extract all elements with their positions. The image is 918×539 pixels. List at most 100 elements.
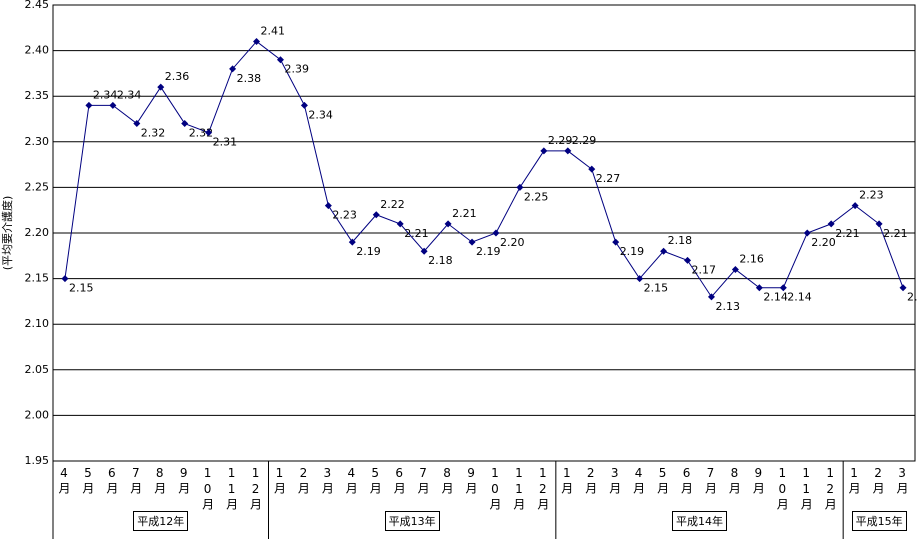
- x-tick-label: 1月: [559, 466, 574, 496]
- marker: [588, 165, 596, 173]
- data-label: 2.21: [835, 227, 860, 240]
- x-tick-label: 11月: [511, 466, 526, 512]
- group-label: 平成14年: [672, 511, 727, 531]
- marker: [85, 101, 93, 109]
- marker: [348, 238, 356, 246]
- data-label: 2.15: [69, 282, 94, 295]
- x-tick-label: 2月: [871, 466, 886, 496]
- x-tick-label: 1月: [847, 466, 862, 496]
- data-label: 2.36: [165, 70, 190, 83]
- data-label: 2.34: [93, 88, 118, 101]
- data-label: 2.18: [668, 234, 693, 247]
- x-tick-label: 11月: [224, 466, 239, 512]
- x-tick-label: 6月: [679, 466, 694, 496]
- data-label: 2.19: [620, 245, 645, 258]
- marker: [755, 284, 763, 292]
- x-tick-label: 10月: [487, 466, 502, 512]
- marker: [660, 247, 668, 255]
- marker: [875, 220, 883, 228]
- x-tick-label: 10月: [775, 466, 790, 512]
- x-tick-label: 8月: [152, 466, 167, 496]
- marker: [372, 211, 380, 219]
- data-label: 2.34: [117, 88, 142, 101]
- data-label: 2.19: [476, 245, 501, 258]
- x-tick-label: 3月: [895, 466, 910, 496]
- marker: [300, 101, 308, 109]
- marker: [851, 202, 859, 210]
- x-tick-label: 3月: [320, 466, 335, 496]
- data-label: 2.29: [572, 134, 597, 147]
- marker: [827, 220, 835, 228]
- x-tick-label: 5月: [368, 466, 383, 496]
- y-tick-label: 2.30: [25, 135, 50, 148]
- y-tick-label: 2.20: [25, 226, 50, 239]
- data-label: 2.34: [308, 108, 333, 121]
- x-tick-label: 10月: [200, 466, 215, 512]
- marker: [61, 275, 69, 283]
- y-tick-label: 2.10: [25, 317, 50, 330]
- x-tick-label: 4月: [344, 466, 359, 496]
- x-tick-label: 12月: [535, 466, 550, 512]
- data-label: 2.15: [644, 282, 669, 295]
- marker: [157, 83, 165, 91]
- group-label: 平成15年: [851, 511, 907, 531]
- data-label: 2.31: [213, 136, 238, 149]
- marker: [181, 120, 189, 128]
- x-tick-label: 6月: [392, 466, 407, 496]
- data-label: 2.38: [237, 72, 261, 85]
- x-tick-label: 11月: [799, 466, 814, 512]
- data-label: 2.20: [811, 236, 836, 249]
- y-tick-label: 2.05: [25, 363, 50, 376]
- data-label: 2.21: [404, 227, 429, 240]
- marker: [133, 120, 141, 128]
- marker: [707, 293, 715, 301]
- marker: [636, 275, 644, 283]
- marker: [492, 229, 500, 237]
- marker: [731, 265, 739, 273]
- x-tick-label: 7月: [703, 466, 718, 496]
- marker: [229, 65, 237, 73]
- marker: [612, 238, 620, 246]
- x-tick-label: 6月: [104, 466, 119, 496]
- x-tick-label: 4月: [631, 466, 646, 496]
- x-tick-label: 5月: [80, 466, 95, 496]
- data-label: 2.18: [428, 254, 453, 267]
- marker: [205, 129, 213, 137]
- y-tick-label: 2.00: [25, 408, 50, 421]
- data-label: 2.14: [787, 291, 812, 304]
- x-tick-label: 5月: [655, 466, 670, 496]
- y-tick-label: 1.95: [25, 454, 50, 467]
- data-label: 2.19: [356, 245, 381, 258]
- x-tick-label: 7月: [416, 466, 431, 496]
- marker: [396, 220, 404, 228]
- data-label: 2.23: [332, 209, 357, 222]
- y-tick-label: 2.45: [25, 0, 50, 11]
- marker: [109, 101, 117, 109]
- y-axis-label: (平均要介護度): [0, 196, 14, 271]
- data-label: 2.16: [739, 252, 764, 265]
- data-label: 2.22: [380, 198, 405, 211]
- marker: [684, 256, 692, 264]
- x-tick-label: 8月: [440, 466, 455, 496]
- marker: [468, 238, 476, 246]
- x-tick-label: 3月: [607, 466, 622, 496]
- marker: [803, 229, 811, 237]
- data-label: 2.14: [907, 291, 918, 304]
- plot-border: [52, 4, 916, 462]
- marker: [516, 183, 524, 191]
- data-label: 2.41: [261, 24, 286, 37]
- data-label: 2.21: [452, 207, 477, 220]
- x-tick-label: 2月: [583, 466, 598, 496]
- series-line: [64, 40, 904, 298]
- data-label: 2.23: [859, 189, 884, 202]
- y-tick-label: 2.15: [25, 272, 50, 285]
- x-tick-label: 12月: [248, 466, 263, 512]
- marker: [253, 37, 261, 45]
- marker: [564, 147, 572, 155]
- data-label: 2.13: [715, 300, 740, 313]
- y-tick-label: 2.25: [25, 180, 50, 193]
- y-tick-label: 2.40: [25, 44, 50, 57]
- x-tick-label: 7月: [128, 466, 143, 496]
